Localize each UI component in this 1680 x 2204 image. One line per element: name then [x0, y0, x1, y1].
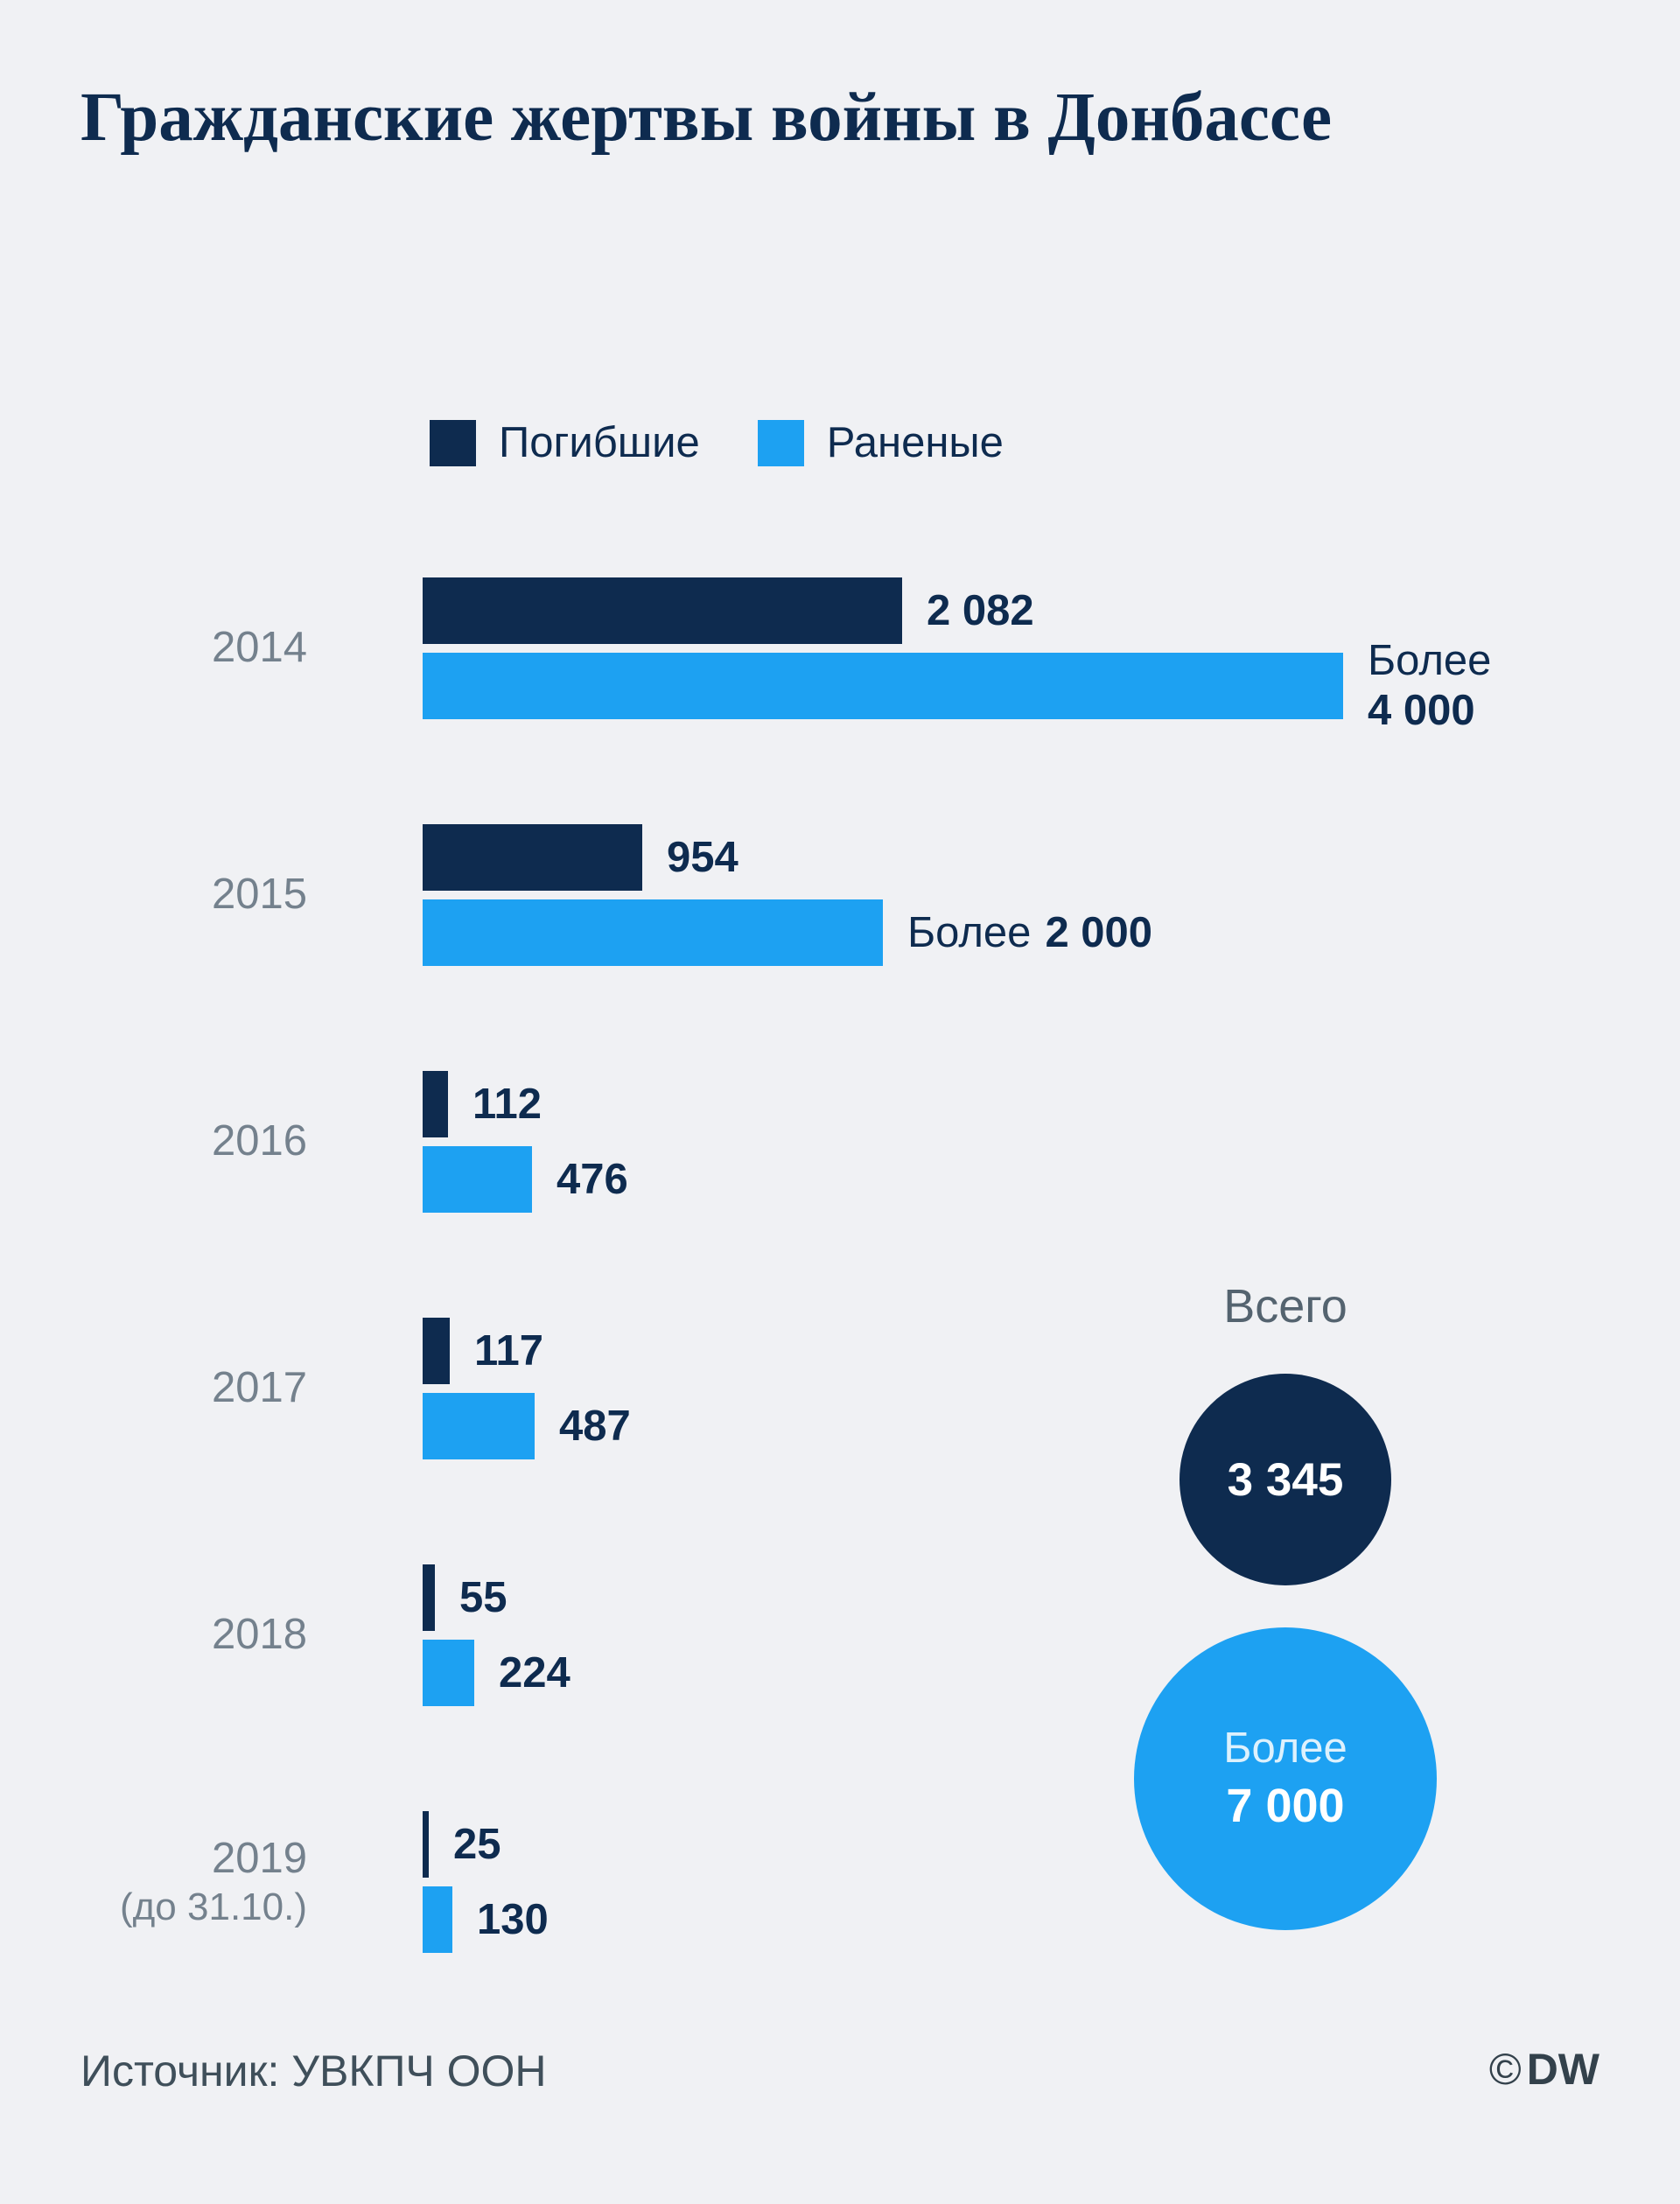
legend: Погибшие Раненые [430, 418, 1004, 467]
bar-label-killed-2015: 954 [667, 833, 738, 881]
bar-killed-2014 [423, 577, 902, 644]
bar-line-wounded-2014: Более 4 000 [423, 637, 1491, 734]
year-label-2014: 2014 [211, 624, 307, 672]
bars-group-2019: 25 130 [423, 1811, 549, 1953]
year-row-2014: 2014 2 082 Более 4 000 [80, 577, 1491, 734]
year-row-2015: 2015 954 Более 2 000 [80, 824, 1491, 966]
credit: © DW [1489, 2044, 1600, 2095]
totals-title: Всего [1223, 1280, 1348, 1333]
source-note: Источник: УВКПЧ ООН [80, 2047, 547, 2096]
legend-item-killed: Погибшие [430, 418, 700, 467]
year-row-2018: 2018 55 224 [80, 1564, 1491, 1706]
bars-group-2015: 954 Более 2 000 [423, 824, 1152, 966]
bar-wounded-2015 [423, 899, 883, 966]
year-row-2017: 2017 117 487 [80, 1318, 1491, 1459]
legend-label-killed: Погибшие [499, 419, 700, 466]
year-label-2015: 2015 [211, 871, 307, 919]
year-label-2019: 2019 (до 31.10.) [80, 1834, 307, 1930]
year-label-2016: 2016 [211, 1117, 307, 1165]
bar-killed-2017 [423, 1318, 450, 1384]
total-wounded-prefix: Более [1223, 1725, 1348, 1773]
bars-group-2018: 55 224 [423, 1564, 570, 1706]
chart-title: Гражданские жертвы войны в Донбассе [80, 80, 1333, 156]
bars-group-2017: 117 487 [423, 1318, 631, 1459]
bar-label-killed-2014: 2 082 [927, 586, 1034, 634]
bars-group-2014: 2 082 Более 4 000 [423, 577, 1491, 734]
total-killed-circle: 3 345 [1180, 1374, 1391, 1585]
legend-swatch-wounded-icon [757, 419, 804, 466]
bar-label-killed-2018: 55 [459, 1573, 508, 1621]
bar-wounded-2019 [423, 1886, 452, 1953]
bar-wounded-2017 [423, 1393, 535, 1459]
total-wounded-value: 7 000 [1226, 1779, 1345, 1832]
bar-label-killed-2016: 112 [472, 1080, 542, 1128]
bar-line-wounded-2016: 476 [423, 1146, 628, 1213]
bars-group-2016: 112 476 [423, 1071, 628, 1213]
bar-line-wounded-2019: 130 [423, 1886, 549, 1953]
year-row-2019: 2019 (до 31.10.) 25 130 [80, 1811, 1491, 1953]
year-label-2017: 2017 [211, 1364, 307, 1412]
bar-line-wounded-2017: 487 [423, 1393, 631, 1459]
bar-label-wounded-2017: 487 [559, 1402, 631, 1450]
total-wounded-circle: Более 7 000 [1134, 1627, 1437, 1930]
bar-label-killed-2019: 25 [453, 1820, 501, 1868]
copyright-icon: © [1488, 2045, 1522, 2094]
bar-line-killed-2019: 25 [423, 1811, 549, 1878]
bar-line-wounded-2015: Более 2 000 [423, 899, 1152, 966]
total-killed-value: 3 345 [1227, 1453, 1344, 1506]
legend-swatch-killed-icon [430, 419, 476, 466]
bar-line-killed-2017: 117 [423, 1318, 631, 1384]
bar-killed-2019 [423, 1811, 429, 1878]
bar-label-wounded-2019: 130 [477, 1895, 549, 1943]
bar-label-wounded-2015: Более 2 000 [907, 908, 1153, 956]
bar-label-wounded-2014: Более 4 000 [1368, 637, 1492, 734]
credit-brand: DW [1526, 2045, 1600, 2094]
totals-panel: Всего 3 345 Более 7 000 [1134, 1279, 1437, 1930]
year-label-2018: 2018 [211, 1611, 307, 1659]
bar-line-killed-2016: 112 [423, 1071, 628, 1137]
year-row-2016: 2016 112 476 [80, 1071, 1491, 1213]
bar-label-wounded-2016: 476 [556, 1155, 628, 1203]
bar-killed-2018 [423, 1564, 435, 1631]
bar-line-killed-2015: 954 [423, 824, 1152, 891]
bar-line-killed-2014: 2 082 [423, 577, 1491, 644]
bar-wounded-2014 [423, 653, 1343, 719]
bar-label-wounded-2018: 224 [499, 1648, 570, 1697]
bar-killed-2016 [423, 1071, 448, 1137]
legend-label-wounded: Раненые [826, 419, 1004, 466]
year-sublabel-2019: (до 31.10.) [119, 1885, 307, 1928]
bar-killed-2015 [423, 824, 642, 891]
legend-item-wounded: Раненые [757, 418, 1004, 467]
bar-wounded-2016 [423, 1146, 532, 1213]
bar-line-killed-2018: 55 [423, 1564, 570, 1631]
bar-label-killed-2017: 117 [474, 1326, 544, 1375]
bar-chart: 2014 2 082 Более 4 000 2015 954 Более 2 000 2016… [80, 577, 1491, 1953]
bar-wounded-2018 [423, 1640, 474, 1706]
bar-line-wounded-2018: 224 [423, 1640, 570, 1706]
